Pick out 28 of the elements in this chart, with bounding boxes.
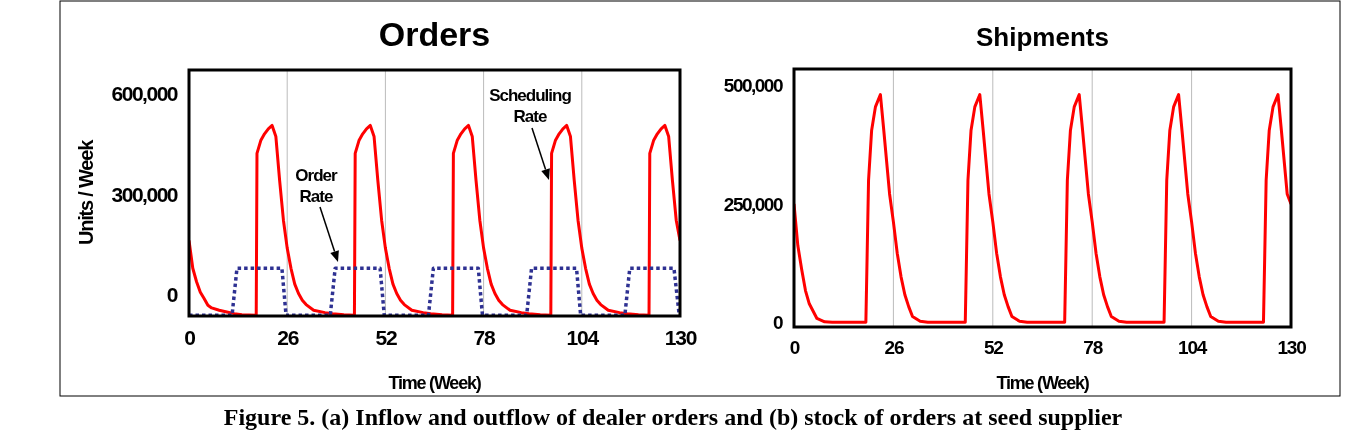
annotation: Scheduling Rate	[489, 86, 572, 126]
y-tick-label: 300,000	[111, 182, 178, 206]
chart-title: Shipments	[976, 22, 1109, 52]
x-tick-label: 78	[1083, 337, 1103, 359]
y-tick-label: 250,000	[723, 193, 783, 215]
y-tick-label: 600,000	[111, 81, 178, 105]
x-tick-label: 0	[184, 325, 196, 349]
x-axis-title: Time (Week)	[388, 373, 482, 393]
y-tick-label: 500,000	[723, 75, 783, 97]
x-tick-label: 104	[1178, 337, 1208, 359]
y-axis-title: Units / Week	[75, 138, 97, 246]
x-tick-label: 130	[664, 325, 697, 349]
x-tick-label: 104	[566, 325, 600, 349]
annotation: Order Rate	[295, 166, 339, 206]
x-tick-label: 26	[884, 337, 904, 359]
x-tick-label: 130	[1277, 337, 1307, 359]
x-axis-title: Time (Week)	[996, 373, 1090, 393]
line-series	[189, 123, 680, 316]
chart-title: Orders	[378, 15, 491, 53]
x-tick-label: 26	[277, 325, 299, 349]
x-tick-label: 52	[375, 325, 397, 349]
x-tick-label: 52	[983, 337, 1004, 359]
y-tick-label: 0	[772, 311, 783, 333]
x-tick-label: 78	[473, 325, 497, 349]
caption: Figure 5. (a) Inflow and outflow of dealer orders and (b) stock of orders at seed supplier	[223, 404, 1123, 430]
y-tick-label: 0	[166, 283, 178, 307]
line-series	[794, 93, 1291, 324]
x-tick-label: 0	[789, 337, 800, 359]
